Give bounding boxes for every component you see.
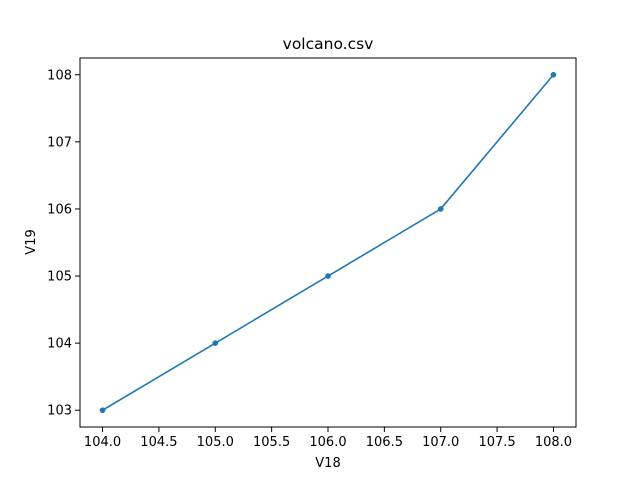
data-point — [325, 273, 331, 279]
x-tick-label: 105.0 — [197, 435, 234, 450]
x-tick-label: 106.0 — [309, 435, 346, 450]
data-point — [550, 71, 557, 78]
series-layer — [99, 71, 557, 414]
y-tick-label: 104 — [47, 337, 72, 352]
y-axis-ticks: 103 104 105 106 107 108 — [47, 68, 80, 419]
plot-area — [80, 58, 576, 427]
x-tick-label: 107.0 — [422, 435, 459, 450]
y-tick-label: 103 — [47, 404, 72, 419]
x-tick-label: 107.5 — [478, 435, 515, 450]
y-tick-label: 106 — [47, 202, 72, 217]
data-point — [99, 407, 106, 414]
x-tick-label: 106.5 — [366, 435, 403, 450]
y-tick-label: 108 — [47, 68, 72, 83]
x-tick-label: 104.0 — [84, 435, 121, 450]
chart-title: volcano.csv — [283, 35, 374, 53]
y-axis-label: V19 — [24, 229, 39, 254]
y-tick-label: 105 — [47, 270, 72, 285]
x-tick-label: 105.5 — [253, 435, 290, 450]
x-axis-label: V18 — [315, 456, 340, 471]
x-axis-ticks: 104.0 104.5 105.0 105.5 106.0 106.5 107.0 107.5… — [84, 427, 572, 450]
data-point — [212, 340, 219, 346]
y-tick-label: 107 — [47, 135, 72, 150]
x-tick-label: 104.5 — [140, 435, 177, 450]
data-point — [437, 206, 444, 212]
plot-frame — [79, 57, 577, 428]
x-tick-label: 108.0 — [535, 435, 572, 450]
